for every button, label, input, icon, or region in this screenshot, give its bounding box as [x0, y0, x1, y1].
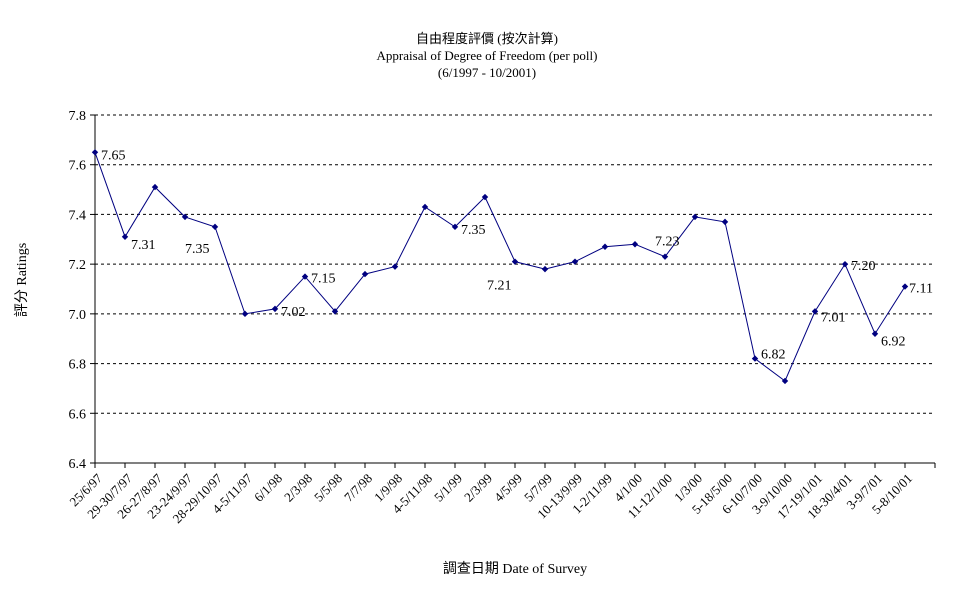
data-point-marker	[571, 258, 579, 265]
data-label: 6.92	[881, 335, 906, 350]
data-point-marker	[421, 203, 429, 211]
x-tick-label: 5/1/99	[431, 471, 465, 505]
x-tick-label: 2/3/99	[461, 471, 495, 505]
data-label: 7.35	[185, 242, 210, 257]
data-point-marker	[181, 213, 189, 221]
data-point-marker	[601, 243, 609, 250]
chart-title: 自由程度評價 (按次計算)	[416, 31, 558, 46]
data-point-marker	[271, 305, 279, 313]
data-point-marker	[301, 273, 309, 280]
y-tick-label: 6.8	[69, 358, 87, 373]
data-point-marker	[631, 241, 639, 248]
data-point-marker	[511, 258, 519, 265]
data-label: 7.02	[281, 305, 306, 320]
y-tick-label: 6.6	[69, 407, 87, 422]
data-point-marker	[661, 253, 669, 260]
x-tick-label: 7/7/98	[341, 471, 375, 505]
data-point-marker	[361, 270, 369, 278]
y-tick-label: 7.2	[69, 258, 87, 273]
data-label: 6.82	[761, 348, 786, 363]
data-point-marker	[241, 310, 249, 318]
data-label: 7.35	[461, 223, 486, 238]
x-tick-label: 4/5/99	[491, 471, 525, 505]
data-label: 7.20	[851, 259, 876, 274]
data-point-marker	[691, 213, 699, 221]
data-point-marker	[331, 308, 339, 315]
data-point-marker	[901, 283, 909, 290]
y-tick-label: 7.0	[69, 308, 87, 323]
data-point-marker	[781, 377, 789, 385]
series-line	[94, 152, 906, 382]
data-point-marker	[751, 355, 759, 362]
y-tick-label: 7.8	[69, 109, 87, 124]
data-point-marker	[451, 223, 459, 231]
y-tick-label: 7.4	[69, 208, 87, 223]
chart-title-block: 自由程度評價 (按次計算) Appraisal of Degree of Fre…	[0, 30, 974, 81]
data-point-marker	[481, 193, 489, 201]
data-label: 7.21	[487, 279, 512, 294]
data-point-marker	[391, 263, 399, 270]
data-label: 7.11	[909, 282, 933, 297]
data-point-marker	[541, 265, 549, 273]
x-axis-label: 調查日期 Date of Survey	[442, 562, 588, 577]
chart-subtitle-period: (6/1997 - 10/2001)	[437, 65, 537, 80]
data-point-marker	[811, 308, 819, 315]
x-tick-label: 2/3/98	[281, 471, 315, 505]
data-point-marker	[721, 218, 729, 226]
data-label: 7.31	[131, 238, 156, 253]
data-point-marker	[91, 149, 99, 156]
data-point-marker	[151, 183, 159, 191]
chart-subtitle: Appraisal of Degree of Freedom (per poll…	[376, 48, 598, 63]
data-label: 7.23	[655, 235, 680, 250]
x-tick-label: 6/1/98	[251, 471, 285, 505]
data-label: 7.15	[311, 272, 336, 287]
data-label: 7.01	[821, 310, 846, 325]
data-label: 7.65	[101, 148, 126, 163]
data-point-marker	[121, 233, 129, 240]
data-point-marker	[841, 260, 849, 268]
x-tick-label: 5/5/98	[311, 471, 345, 505]
y-tick-label: 6.4	[69, 457, 87, 472]
data-point-marker	[871, 330, 879, 337]
data-point-marker	[211, 223, 219, 231]
y-tick-label: 7.6	[69, 159, 87, 174]
